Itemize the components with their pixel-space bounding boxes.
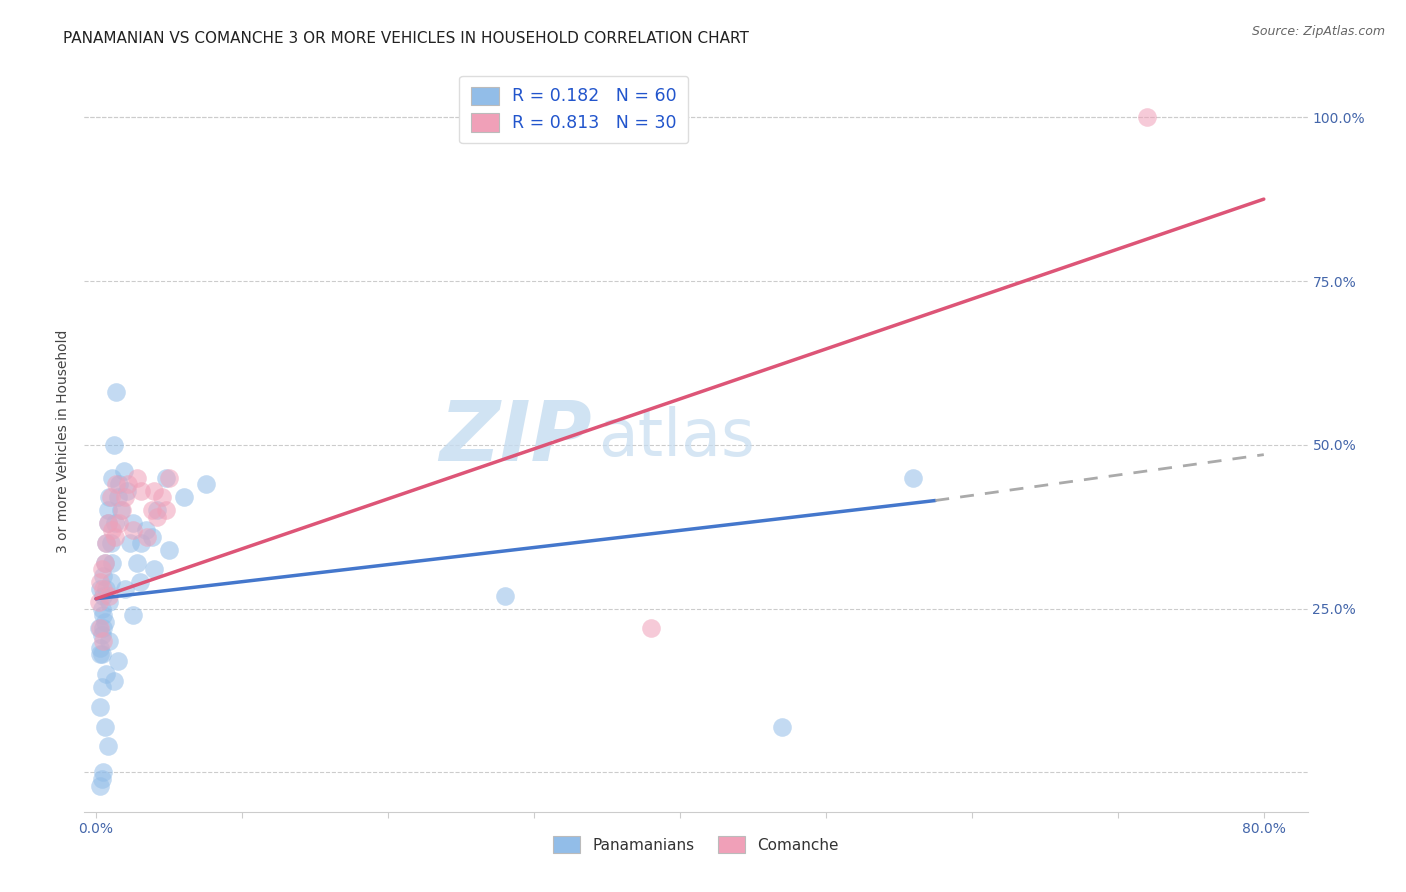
Point: [89, 648, 111, 662]
Point: [104, 516, 127, 531]
Point: [136, 530, 159, 544]
Point: [100, 536, 122, 550]
Point: [91, 589, 114, 603]
Point: [105, 385, 128, 400]
Text: Source: ZipAtlas.com: Source: ZipAtlas.com: [1251, 25, 1385, 38]
Point: [111, 503, 134, 517]
Point: [91, 634, 114, 648]
Point: [108, 477, 131, 491]
Point: [89, 582, 111, 596]
Point: [103, 673, 125, 688]
Point: [94, 556, 117, 570]
Point: [94, 720, 117, 734]
Point: [96, 582, 118, 596]
Point: [117, 477, 139, 491]
Point: [157, 470, 180, 484]
Point: [96, 667, 118, 681]
Point: [194, 477, 217, 491]
Point: [90, 680, 112, 694]
Point: [89, 575, 111, 590]
Point: [125, 470, 148, 484]
Point: [121, 608, 143, 623]
Point: [91, 621, 114, 635]
Point: [96, 536, 118, 550]
Point: [87, 595, 110, 609]
Point: [97, 516, 120, 531]
Point: [770, 720, 793, 734]
Point: [98, 490, 121, 504]
Point: [121, 523, 143, 537]
Point: [146, 503, 169, 517]
Point: [121, 516, 143, 531]
Point: [129, 483, 152, 498]
Point: [155, 503, 177, 517]
Point: [91, 765, 114, 780]
Point: [110, 503, 132, 517]
Text: atlas: atlas: [598, 406, 755, 470]
Point: [90, 628, 112, 642]
Point: [143, 562, 166, 576]
Point: [141, 503, 163, 517]
Point: [107, 654, 129, 668]
Point: [494, 589, 516, 603]
Point: [157, 542, 180, 557]
Point: [98, 595, 121, 609]
Point: [118, 536, 141, 550]
Text: PANAMANIAN VS COMANCHE 3 OR MORE VEHICLES IN HOUSEHOLD CORRELATION CHART: PANAMANIAN VS COMANCHE 3 OR MORE VEHICLE…: [63, 31, 749, 46]
Point: [101, 470, 124, 484]
Point: [91, 582, 114, 596]
Point: [97, 503, 120, 517]
Legend: Panamanians, Comanche: Panamanians, Comanche: [547, 830, 845, 860]
Point: [155, 470, 177, 484]
Point: [96, 536, 118, 550]
Point: [1136, 110, 1159, 124]
Point: [141, 530, 163, 544]
Point: [107, 490, 129, 504]
Point: [146, 509, 169, 524]
Point: [100, 490, 122, 504]
Point: [143, 483, 166, 498]
Point: [90, 562, 112, 576]
Point: [112, 464, 135, 478]
Point: [101, 556, 124, 570]
Point: [108, 516, 131, 531]
Point: [640, 621, 662, 635]
Point: [114, 582, 136, 596]
Point: [90, 648, 112, 662]
Point: [103, 438, 125, 452]
Point: [150, 490, 173, 504]
Point: [97, 516, 120, 531]
Point: [91, 569, 114, 583]
Point: [87, 621, 110, 635]
Point: [94, 556, 117, 570]
Point: [101, 523, 124, 537]
Point: [135, 523, 157, 537]
Point: [114, 490, 136, 504]
Text: ZIP: ZIP: [439, 397, 592, 478]
Point: [91, 608, 114, 623]
Point: [128, 575, 150, 590]
Point: [90, 601, 112, 615]
Point: [94, 615, 117, 629]
Point: [173, 490, 195, 504]
Point: [115, 483, 138, 498]
Point: [903, 470, 925, 484]
Point: [89, 779, 111, 793]
Point: [125, 556, 148, 570]
Point: [98, 634, 121, 648]
Point: [104, 530, 127, 544]
Point: [98, 589, 121, 603]
Point: [90, 772, 112, 786]
Point: [100, 575, 122, 590]
Point: [89, 699, 111, 714]
Point: [105, 477, 128, 491]
Point: [129, 536, 152, 550]
Point: [89, 640, 111, 655]
Point: [97, 739, 120, 754]
Y-axis label: 3 or more Vehicles in Household: 3 or more Vehicles in Household: [56, 330, 70, 553]
Point: [89, 621, 111, 635]
